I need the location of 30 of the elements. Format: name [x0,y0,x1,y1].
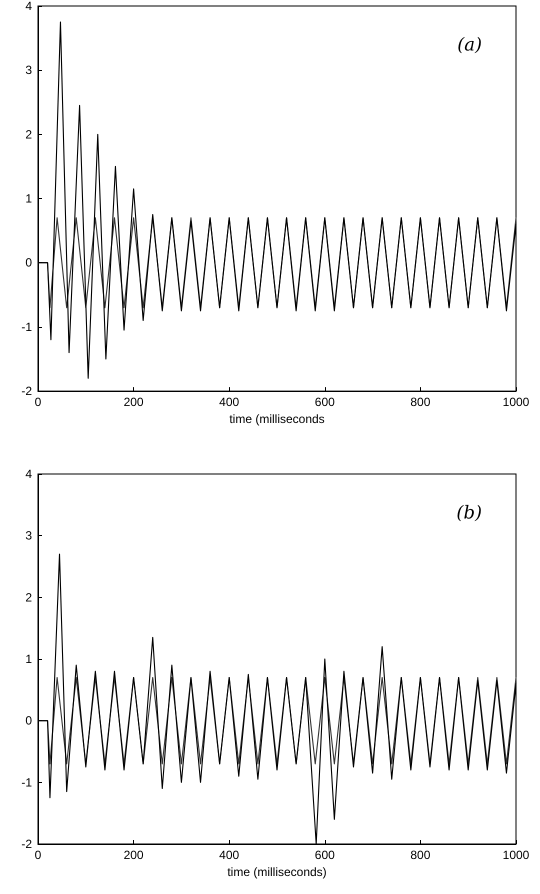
y-tick-label: 1 [25,192,32,206]
annotation: (a) [457,34,482,56]
y-tick-label: 2 [25,127,32,142]
y-tick-label: 0 [25,714,32,728]
y-tick-label: -1 [21,775,32,790]
y-tick-label: 3 [25,63,32,78]
x-axis-title: time (milliseconds) [227,864,327,879]
y-tick-label: 0 [25,256,32,270]
x-tick-label: 400 [219,395,240,410]
y-tick-label: 4 [25,467,32,481]
x-tick-label: 0 [34,848,42,862]
x-tick-label: 400 [219,848,240,862]
x-tick-label: 600 [314,395,336,410]
y-tick-label: 3 [25,528,32,543]
x-axis-title: time (milliseconds [229,412,325,426]
x-tick-label: 1000 [502,848,530,862]
y-tick-label: 2 [25,590,32,604]
x-tick-label: 200 [124,848,144,862]
x-tick-label: 0 [34,395,42,410]
y-tick-label: 1 [25,652,32,666]
y-tick-label: -2 [21,384,32,398]
y-tick-label: -1 [21,320,32,334]
x-tick-label: 800 [410,395,431,410]
x-tick-label: 600 [314,848,336,862]
x-tick-label: 1000 [502,395,530,410]
x-tick-label: 800 [410,848,431,862]
x-tick-label: 200 [124,395,144,410]
y-tick-label: -2 [21,837,32,851]
y-tick-label: 4 [25,0,32,13]
annotation: (b) [456,502,482,524]
